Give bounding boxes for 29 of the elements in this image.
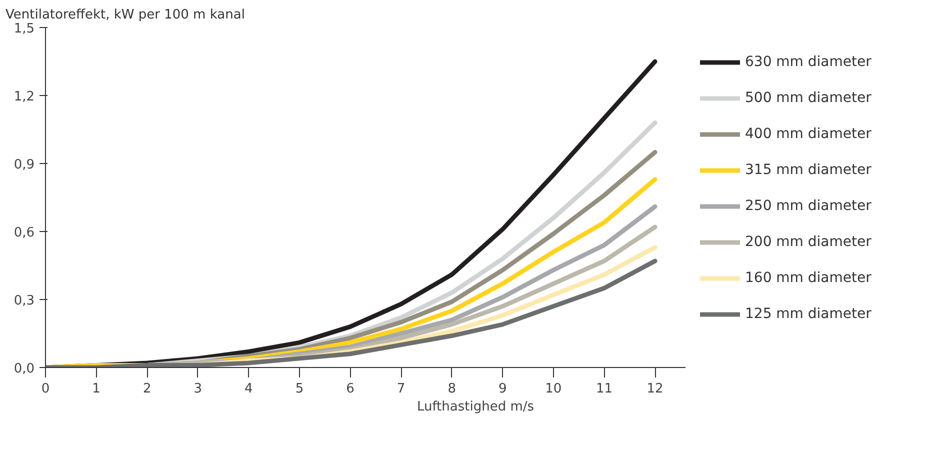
legend-label: 160 mm diameter [745, 270, 872, 286]
x-tick-label: 5 [295, 382, 304, 396]
legend-label: 200 mm diameter [745, 234, 872, 250]
x-tick-label: 10 [545, 382, 562, 396]
x-tick-label: 8 [448, 382, 456, 396]
y-tick-label: 1,2 [14, 90, 35, 104]
y-tick-label: 0,3 [14, 294, 35, 308]
y-tick-label: 0,0 [14, 362, 35, 376]
legend-label: 315 mm diameter [745, 162, 872, 178]
x-tick-label: 7 [396, 382, 406, 396]
x-tick-label: 0 [41, 382, 50, 396]
x-tick-label: 6 [346, 382, 354, 396]
x-tick-label: 9 [498, 382, 507, 396]
y-tick-label: 0,9 [14, 158, 35, 172]
x-tick-label: 1 [92, 382, 100, 396]
legend-label: 250 mm diameter [745, 198, 872, 214]
legend-label: 630 mm diameter [745, 54, 872, 70]
legend-label: 500 mm diameter [745, 90, 872, 106]
y-axis-title: Ventilatoreffekt, kW per 100 m kanal [6, 8, 245, 22]
x-tick-label: 12 [646, 382, 664, 396]
legend-label: 125 mm diameter [745, 306, 872, 322]
x-tick-label: 3 [194, 382, 202, 396]
x-tick-label: 2 [142, 382, 152, 396]
x-tick-label: 11 [596, 382, 613, 396]
y-tick-label: 1,5 [14, 22, 35, 36]
x-tick-label: 4 [244, 382, 253, 396]
x-axis-title: Lufthastighed m/s [416, 400, 534, 414]
legend-label: 400 mm diameter [745, 126, 872, 142]
y-tick-label: 0,6 [14, 226, 35, 240]
